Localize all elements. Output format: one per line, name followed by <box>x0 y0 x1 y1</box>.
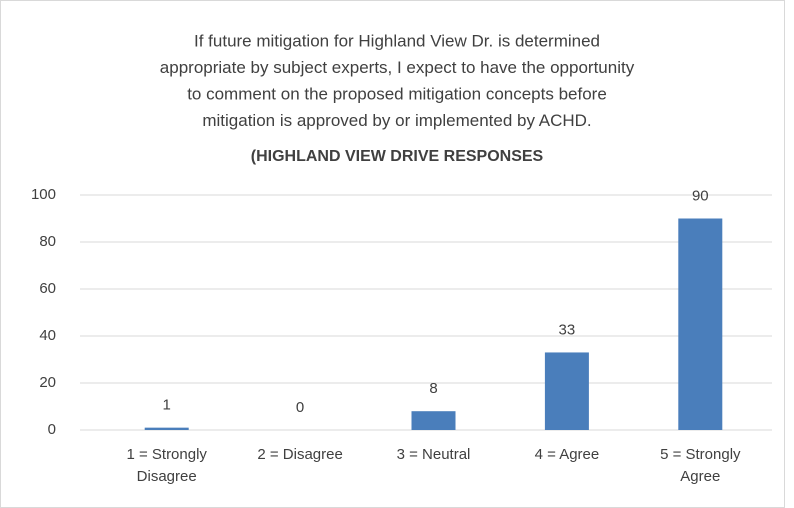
y-tick-label: 60 <box>39 280 56 297</box>
x-tick-label: 3 = Neutral <box>397 446 471 463</box>
y-tick-label: 40 <box>39 327 56 344</box>
bar <box>678 218 723 430</box>
chart-title: If future mitigation for Highland View D… <box>194 31 600 50</box>
value-label: 33 <box>559 321 576 338</box>
y-tick-label: 20 <box>39 374 56 391</box>
bar <box>411 411 456 430</box>
x-tick-label: 1 = Strongly Disagree <box>126 446 207 485</box>
bar <box>144 427 189 430</box>
chart-title: mitigation is approved by or implemented… <box>202 111 591 130</box>
y-tick-label: 100 <box>31 186 56 203</box>
y-tick-label: 0 <box>48 421 56 438</box>
x-tick-label: 2 = Disagree <box>257 446 342 463</box>
chart-title: to comment on the proposed mitigation co… <box>187 84 607 103</box>
value-label: 90 <box>692 187 709 204</box>
y-tick-label: 80 <box>39 233 56 250</box>
value-label: 1 <box>163 397 171 414</box>
value-label: 8 <box>429 380 437 397</box>
chart-subtitle: (HIGHLAND VIEW DRIVE RESPONSES <box>251 148 544 165</box>
chart-title: appropriate by subject experts, I expect… <box>160 58 635 77</box>
value-label: 0 <box>296 399 304 416</box>
x-tick-label: 4 = Agree <box>535 446 600 463</box>
bar <box>544 352 589 430</box>
x-tick-label: 5 = Strongly Agree <box>660 446 741 485</box>
